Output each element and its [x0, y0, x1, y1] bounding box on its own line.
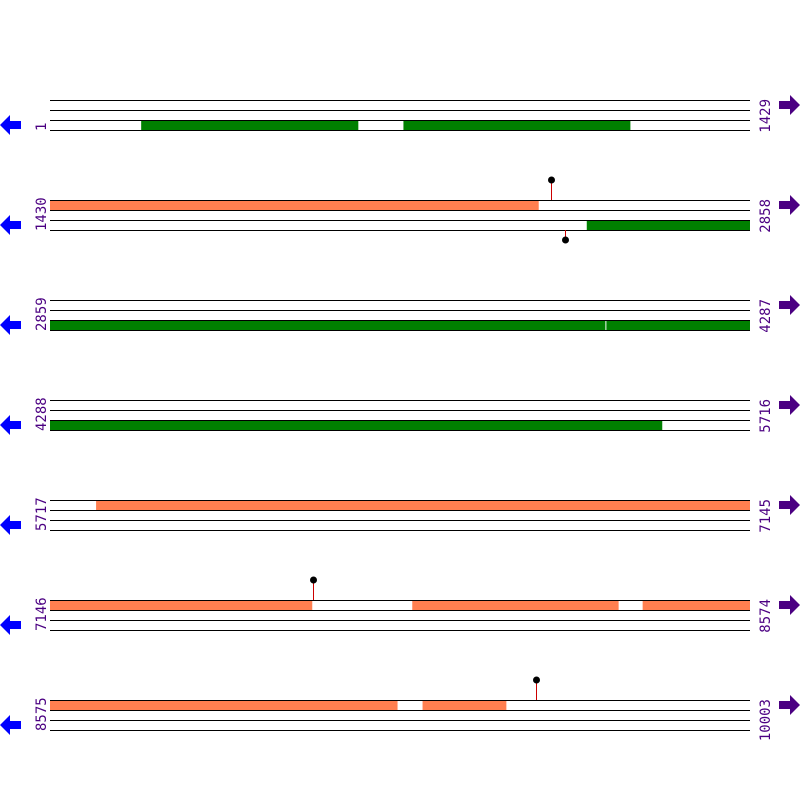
right-arrow-icon	[779, 595, 800, 615]
marker-dot	[310, 576, 317, 584]
row-end-label: 7145	[758, 499, 774, 533]
left-arrow-icon	[0, 215, 21, 235]
row-end-label: 5716	[758, 399, 774, 433]
row-start-label: 4288	[34, 397, 50, 431]
row-start-label: 8575	[34, 697, 50, 731]
right-arrow-icon	[779, 195, 800, 215]
right-arrow-icon	[779, 395, 800, 415]
row-end-label: 1429	[758, 99, 774, 133]
left-arrow-icon	[0, 515, 21, 535]
row-start-label: 5717	[34, 497, 50, 531]
feature-bar	[50, 700, 398, 710]
left-arrow-icon	[0, 315, 21, 335]
right-arrow-icon	[779, 95, 800, 115]
feature-bar	[50, 600, 313, 610]
feature-bar	[50, 320, 606, 330]
feature-bar	[586, 220, 750, 230]
feature-bar	[403, 120, 631, 130]
map-row: 2859 4287	[0, 295, 800, 335]
feature-bar	[96, 500, 750, 510]
marker-dot	[533, 676, 540, 684]
feature-bar	[50, 420, 663, 430]
right-arrow-icon	[779, 295, 800, 315]
feature-bar	[141, 120, 359, 130]
marker-dot	[548, 176, 555, 184]
row-start-label: 1	[34, 123, 50, 131]
feature-bar	[50, 200, 539, 210]
feature-bar	[422, 700, 507, 710]
row-end-label: 4287	[758, 299, 774, 333]
row-start-label: 2859	[34, 297, 50, 331]
row-start-label: 1430	[34, 197, 50, 231]
map-row: 5717 7145	[0, 495, 800, 535]
marker-dot	[562, 236, 569, 244]
left-arrow-icon	[0, 715, 21, 735]
feature-bar	[412, 600, 619, 610]
row-start-label: 7146	[34, 597, 50, 631]
map-row: 4288 5716	[0, 395, 800, 435]
map-row: 7146 8574	[0, 576, 800, 635]
feature-bar	[606, 320, 750, 330]
feature-bar	[642, 600, 750, 610]
left-arrow-icon	[0, 415, 21, 435]
map-row: 8575 10003	[0, 676, 800, 741]
map-row: 1430 2858	[0, 176, 800, 244]
map-row: 1 1429	[0, 95, 800, 135]
row-end-label: 8574	[758, 599, 774, 633]
row-end-label: 10003	[758, 699, 774, 741]
left-arrow-icon	[0, 615, 21, 635]
row-end-label: 2858	[758, 199, 774, 233]
right-arrow-icon	[779, 495, 800, 515]
right-arrow-icon	[779, 695, 800, 715]
left-arrow-icon	[0, 115, 21, 135]
